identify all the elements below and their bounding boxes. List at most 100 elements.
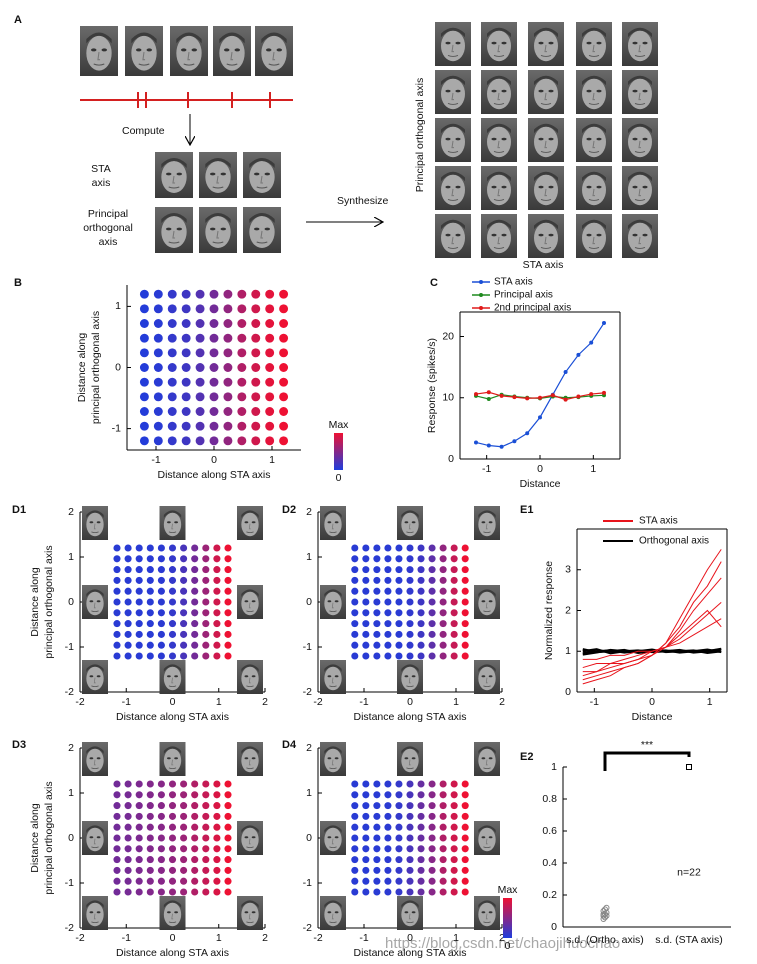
x-tick-label: -2 [313,696,322,708]
response-dot [439,587,447,595]
response-dot [373,652,381,660]
response-dot [428,598,436,606]
response-dot [213,780,221,788]
response-dot [135,834,143,842]
response-dot [373,802,381,810]
response-dot [139,407,149,416]
face-photo [435,118,471,162]
response-dot [209,407,219,416]
response-dot [146,544,154,552]
response-dot [417,544,425,552]
response-dot [124,609,132,617]
response-dot [373,587,381,595]
response-dot [251,392,261,402]
response-dot [279,348,289,358]
response-dot [181,421,191,431]
face-photo [528,214,564,258]
response-dot [113,555,121,563]
response-dot [124,544,132,552]
response-dot [167,436,177,446]
timeline [80,92,293,108]
x-tick-label: 0 [407,696,413,708]
response-dot [113,544,121,552]
response-dot [209,348,219,358]
panel-label: D4 [282,739,297,751]
response-dot [406,641,414,649]
response-dot [168,630,177,638]
response-dot [395,866,403,874]
x-tick-label: 0 [537,463,543,475]
response-dot [139,348,149,358]
response-dot [213,566,221,574]
point [512,439,517,444]
response-dot [362,791,370,799]
y-tick-label: 3 [565,564,571,576]
point [474,392,478,397]
response-dot [224,866,232,874]
response-dot [180,834,188,842]
x-tick-label: 2 [262,932,268,944]
response-dot [362,630,370,638]
face-photo [435,22,471,66]
response-dot [146,620,154,628]
response-dot [146,802,154,810]
grid-x-label: STA axis [523,259,564,271]
response-dot [135,630,143,638]
response-dot [202,587,210,595]
response-dot [168,576,177,584]
point [538,415,542,420]
response-dot [439,652,447,660]
response-dot [373,555,381,563]
face-photo [622,118,658,162]
y-tick-label: 1 [68,787,74,799]
response-dot [461,555,469,563]
response-dot [428,888,436,896]
response-dot [180,823,188,831]
response-dot [124,791,132,799]
response-dot [384,609,392,617]
response-dot [168,823,177,831]
x-tick-label: 1 [269,454,275,466]
response-dot [406,544,414,552]
response-dot [157,576,165,584]
response-dot [406,802,414,810]
point [499,444,504,449]
face-photo [237,506,263,540]
response-dot [428,576,436,584]
response-dot [395,555,403,563]
significance-bracket [603,751,691,771]
response-dot [202,630,210,638]
response-dot [202,609,210,617]
principal-axis-label: axis [99,236,118,248]
face-photo [435,214,471,258]
response-dot [191,812,199,820]
face-photo [237,821,263,855]
response-dot [168,598,177,606]
response-dot [351,598,359,606]
response-dot [439,641,447,649]
response-dot [157,888,165,896]
response-dot [251,377,261,387]
response-dot [428,620,436,628]
response-dot [417,609,425,617]
response-dot [417,877,425,885]
response-dot [168,802,177,810]
response-dot [113,834,121,842]
response-dot [124,834,132,842]
response-dot [195,377,205,387]
response-dot [113,845,121,853]
response-dot [180,780,188,788]
response-dot [351,630,359,638]
response-dot [153,289,163,299]
response-dot [113,609,121,617]
response-dot [384,652,392,660]
response-dot [180,877,188,885]
response-dot [124,641,132,649]
response-dot [180,802,188,810]
response-dot [157,877,165,885]
response-dot [279,304,289,314]
response-dot [351,566,359,574]
response-dot [373,544,381,552]
response-dot [279,319,289,328]
response-dot [146,555,154,563]
